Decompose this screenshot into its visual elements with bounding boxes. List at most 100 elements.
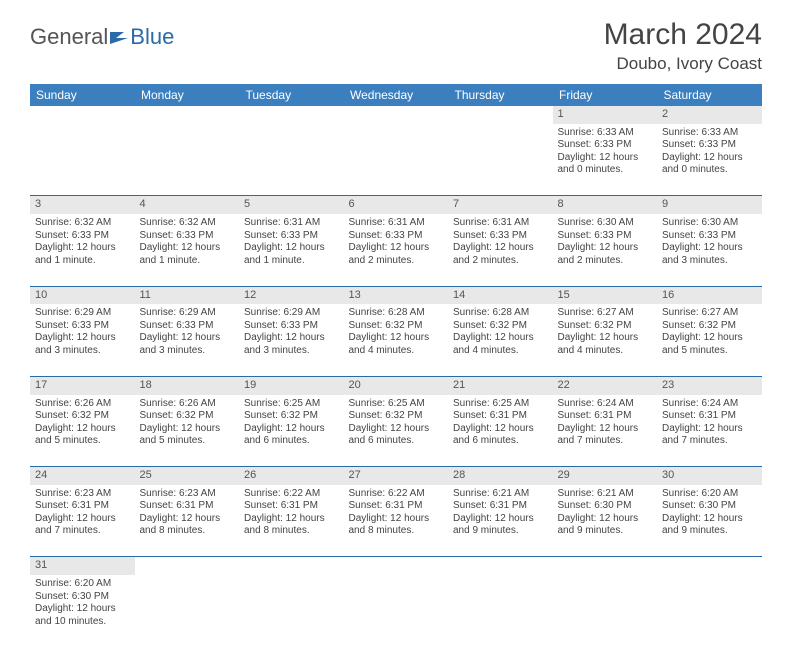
daylight: Daylight: 12 hours and 10 minutes. (35, 603, 130, 628)
sunset: Sunset: 6:33 PM (140, 230, 235, 243)
day-details: Sunrise: 6:32 AMSunset: 6:33 PMDaylight:… (140, 217, 235, 267)
daylight: Daylight: 12 hours and 5 minutes. (662, 332, 757, 357)
sunset: Sunset: 6:31 PM (453, 410, 548, 423)
day-number: 4 (135, 196, 240, 214)
day-cell: Sunrise: 6:22 AMSunset: 6:31 PMDaylight:… (239, 485, 344, 557)
day-cell: Sunrise: 6:25 AMSunset: 6:32 PMDaylight:… (344, 395, 449, 467)
daylight: Daylight: 12 hours and 0 minutes. (662, 152, 757, 177)
day-details: Sunrise: 6:21 AMSunset: 6:30 PMDaylight:… (558, 488, 653, 538)
day-details: Sunrise: 6:25 AMSunset: 6:32 PMDaylight:… (349, 398, 444, 448)
day-header: Friday (553, 84, 658, 106)
day-number (239, 557, 344, 575)
day-details: Sunrise: 6:32 AMSunset: 6:33 PMDaylight:… (35, 217, 130, 267)
day-number (553, 557, 658, 575)
day-cell: Sunrise: 6:31 AMSunset: 6:33 PMDaylight:… (344, 214, 449, 286)
daylight: Daylight: 12 hours and 9 minutes. (558, 513, 653, 538)
sunset: Sunset: 6:31 PM (140, 500, 235, 513)
daylight: Daylight: 12 hours and 4 minutes. (349, 332, 444, 357)
day-header: Monday (135, 84, 240, 106)
day-cell: Sunrise: 6:26 AMSunset: 6:32 PMDaylight:… (135, 395, 240, 467)
daylight: Daylight: 12 hours and 2 minutes. (349, 242, 444, 267)
sunrise: Sunrise: 6:33 AM (558, 127, 653, 140)
sunset: Sunset: 6:32 PM (349, 320, 444, 333)
day-cell: Sunrise: 6:22 AMSunset: 6:31 PMDaylight:… (344, 485, 449, 557)
sunset: Sunset: 6:30 PM (558, 500, 653, 513)
day-details: Sunrise: 6:31 AMSunset: 6:33 PMDaylight:… (244, 217, 339, 267)
day-cell: Sunrise: 6:23 AMSunset: 6:31 PMDaylight:… (30, 485, 135, 557)
day-cell: Sunrise: 6:25 AMSunset: 6:32 PMDaylight:… (239, 395, 344, 467)
day-number (344, 557, 449, 575)
day-number: 26 (239, 467, 344, 485)
day-number: 16 (657, 286, 762, 304)
daynum-row: 3456789 (30, 196, 762, 214)
day-cell: Sunrise: 6:24 AMSunset: 6:31 PMDaylight:… (657, 395, 762, 467)
sunset: Sunset: 6:31 PM (349, 500, 444, 513)
day-header: Thursday (448, 84, 553, 106)
details-row: Sunrise: 6:26 AMSunset: 6:32 PMDaylight:… (30, 395, 762, 467)
day-details: Sunrise: 6:31 AMSunset: 6:33 PMDaylight:… (453, 217, 548, 267)
sunrise: Sunrise: 6:31 AM (453, 217, 548, 230)
day-cell: Sunrise: 6:28 AMSunset: 6:32 PMDaylight:… (448, 304, 553, 376)
day-details: Sunrise: 6:30 AMSunset: 6:33 PMDaylight:… (662, 217, 757, 267)
daynum-row: 12 (30, 106, 762, 124)
sunrise: Sunrise: 6:27 AM (558, 307, 653, 320)
day-details: Sunrise: 6:27 AMSunset: 6:32 PMDaylight:… (662, 307, 757, 357)
daylight: Daylight: 12 hours and 1 minute. (140, 242, 235, 267)
day-cell: Sunrise: 6:32 AMSunset: 6:33 PMDaylight:… (30, 214, 135, 286)
day-number: 6 (344, 196, 449, 214)
sunrise: Sunrise: 6:30 AM (558, 217, 653, 230)
day-number (657, 557, 762, 575)
daynum-row: 24252627282930 (30, 467, 762, 485)
day-number (448, 557, 553, 575)
day-cell: Sunrise: 6:29 AMSunset: 6:33 PMDaylight:… (239, 304, 344, 376)
day-number: 7 (448, 196, 553, 214)
day-cell (344, 124, 449, 196)
daylight: Daylight: 12 hours and 1 minute. (244, 242, 339, 267)
sunset: Sunset: 6:32 PM (140, 410, 235, 423)
sunrise: Sunrise: 6:26 AM (140, 398, 235, 411)
day-cell (553, 575, 658, 647)
daylight: Daylight: 12 hours and 7 minutes. (35, 513, 130, 538)
sunrise: Sunrise: 6:31 AM (244, 217, 339, 230)
day-cell: Sunrise: 6:28 AMSunset: 6:32 PMDaylight:… (344, 304, 449, 376)
sunset: Sunset: 6:33 PM (453, 230, 548, 243)
sunset: Sunset: 6:33 PM (349, 230, 444, 243)
day-number: 5 (239, 196, 344, 214)
day-number: 9 (657, 196, 762, 214)
daylight: Daylight: 12 hours and 8 minutes. (244, 513, 339, 538)
day-cell (239, 124, 344, 196)
logo-flag-icon (110, 30, 128, 44)
day-number: 30 (657, 467, 762, 485)
sunrise: Sunrise: 6:27 AM (662, 307, 757, 320)
day-cell: Sunrise: 6:21 AMSunset: 6:31 PMDaylight:… (448, 485, 553, 557)
day-number: 2 (657, 106, 762, 124)
sunrise: Sunrise: 6:22 AM (244, 488, 339, 501)
day-number: 1 (553, 106, 658, 124)
daylight: Daylight: 12 hours and 2 minutes. (453, 242, 548, 267)
sunset: Sunset: 6:33 PM (662, 139, 757, 152)
header: General Blue March 2024 Doubo, Ivory Coa… (30, 18, 762, 74)
sunset: Sunset: 6:33 PM (35, 320, 130, 333)
day-cell (657, 575, 762, 647)
day-cell (239, 575, 344, 647)
day-header: Tuesday (239, 84, 344, 106)
day-cell: Sunrise: 6:20 AMSunset: 6:30 PMDaylight:… (30, 575, 135, 647)
daylight: Daylight: 12 hours and 6 minutes. (453, 423, 548, 448)
daylight: Daylight: 12 hours and 3 minutes. (662, 242, 757, 267)
logo: General Blue (30, 24, 174, 50)
sunset: Sunset: 6:31 PM (453, 500, 548, 513)
daylight: Daylight: 12 hours and 4 minutes. (453, 332, 548, 357)
day-details: Sunrise: 6:26 AMSunset: 6:32 PMDaylight:… (140, 398, 235, 448)
sunset: Sunset: 6:33 PM (35, 230, 130, 243)
daylight: Daylight: 12 hours and 8 minutes. (349, 513, 444, 538)
sunset: Sunset: 6:32 PM (349, 410, 444, 423)
day-number: 14 (448, 286, 553, 304)
sunset: Sunset: 6:32 PM (662, 320, 757, 333)
sunset: Sunset: 6:32 PM (453, 320, 548, 333)
day-header: Wednesday (344, 84, 449, 106)
sunset: Sunset: 6:31 PM (662, 410, 757, 423)
sunrise: Sunrise: 6:25 AM (244, 398, 339, 411)
day-number (135, 557, 240, 575)
day-number: 25 (135, 467, 240, 485)
day-number: 12 (239, 286, 344, 304)
